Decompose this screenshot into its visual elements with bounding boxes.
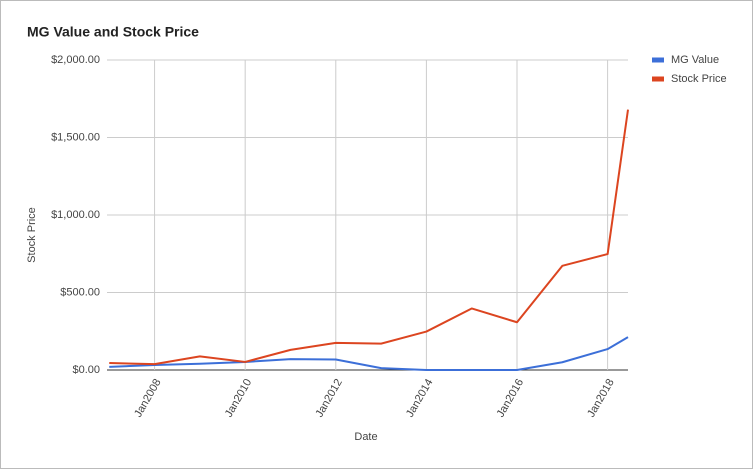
y-tick-label: $0.00: [72, 364, 100, 376]
legend-swatch: [652, 57, 664, 63]
y-tick-label: $1,000.00: [51, 209, 100, 221]
y-tick-label: $1,500.00: [51, 131, 100, 143]
legend-swatch: [652, 76, 664, 82]
y-tick-label: $500.00: [60, 286, 100, 298]
legend-label: Stock Price: [671, 73, 727, 85]
chart-title: MG Value and Stock Price: [27, 24, 199, 40]
x-axis-label: Date: [354, 431, 377, 443]
series-line: [109, 109, 629, 366]
y-tick-label: $2,000.00: [51, 54, 100, 66]
y-axis-label: Stock Price: [26, 207, 38, 263]
series-line: [109, 336, 629, 371]
legend-label: MG Value: [671, 54, 719, 66]
